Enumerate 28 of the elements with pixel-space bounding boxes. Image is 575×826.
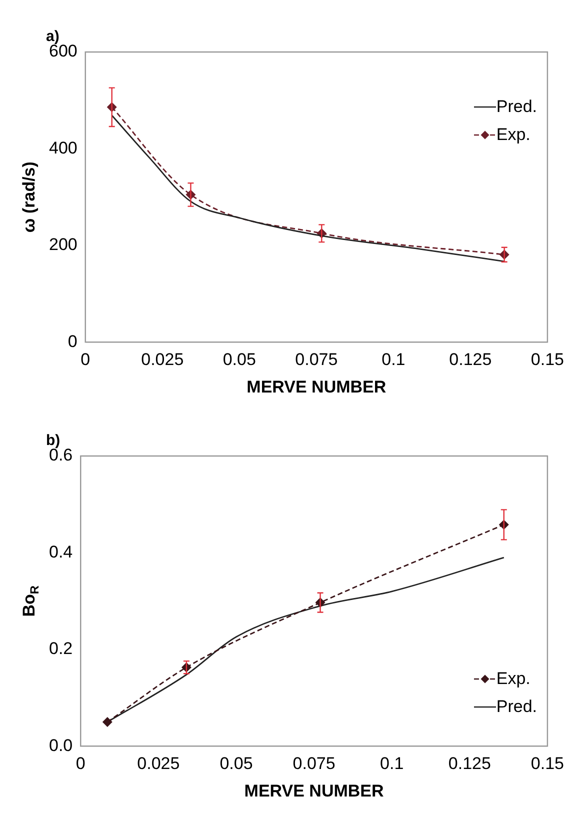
- legend-label: Exp.: [496, 124, 530, 146]
- y-tick-label: 200: [48, 235, 78, 254]
- x-tick-label: 0.05: [220, 754, 253, 774]
- legend-label: Pred.: [496, 96, 537, 118]
- x-tick-label: 0.075: [295, 350, 338, 370]
- y-tick-label: 0.2: [48, 639, 73, 658]
- x-axis-title: MERVE NUMBER: [246, 377, 386, 396]
- x-tick-label: 0.1: [380, 754, 404, 774]
- y-tick-label: 0.0: [48, 736, 73, 755]
- x-tick-label: 0.075: [292, 754, 336, 774]
- point: [102, 717, 112, 727]
- x-tick-label: 0.125: [449, 350, 492, 370]
- x-tick-label: 0.15: [530, 754, 564, 774]
- x-tick-label: 0.15: [530, 350, 564, 370]
- legend-label: Pred.: [496, 696, 537, 718]
- x-tick-label: 0.1: [382, 350, 406, 370]
- x-tick-label: 0.05: [222, 350, 256, 370]
- x-tick-label: 0.125: [448, 754, 491, 774]
- x-tick-label: 0: [80, 350, 90, 370]
- legend-label: Exp.: [496, 668, 530, 690]
- y-tick-label: 400: [48, 138, 78, 158]
- y-tick-label: 0: [68, 332, 78, 351]
- x-axis-title: MERVE NUMBER: [244, 781, 384, 800]
- y-axis-title: ω (rad/s): [20, 162, 39, 233]
- y-tick-label: 0.4: [48, 542, 73, 562]
- x-tick-label: 0.025: [141, 350, 184, 370]
- x-tick-label: 0.025: [137, 754, 180, 774]
- y-axis-title: BoR: [20, 585, 42, 617]
